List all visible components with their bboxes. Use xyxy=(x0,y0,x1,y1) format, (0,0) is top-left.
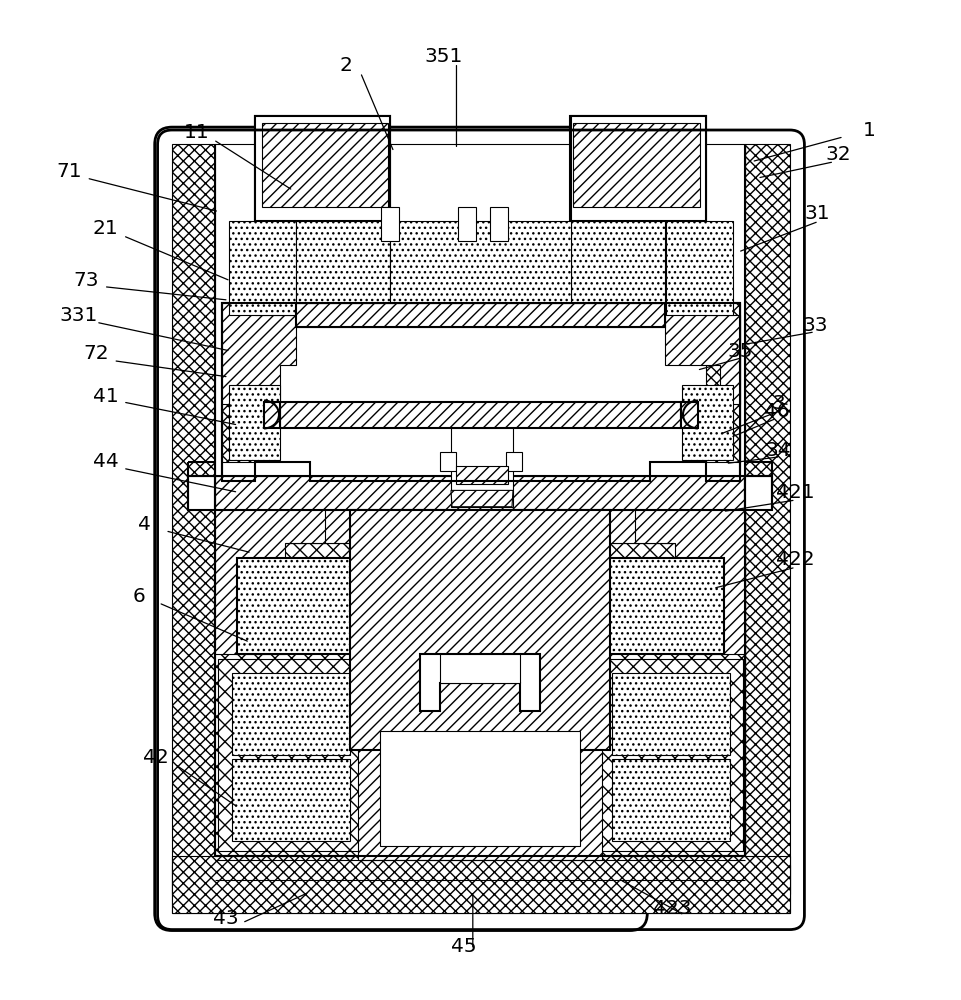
Text: 421: 421 xyxy=(776,483,815,502)
Bar xyxy=(218,659,483,851)
Bar xyxy=(420,543,745,856)
Polygon shape xyxy=(280,402,681,428)
Polygon shape xyxy=(296,303,665,327)
Polygon shape xyxy=(222,303,296,404)
Bar xyxy=(458,207,476,241)
Polygon shape xyxy=(706,303,740,462)
Polygon shape xyxy=(570,116,706,303)
Bar xyxy=(478,659,743,851)
Polygon shape xyxy=(682,385,733,460)
Bar xyxy=(612,759,730,841)
Text: 72: 72 xyxy=(84,344,109,363)
Polygon shape xyxy=(681,402,698,428)
Bar xyxy=(490,207,508,241)
Text: 2: 2 xyxy=(339,56,353,75)
Text: 34: 34 xyxy=(766,441,791,460)
Polygon shape xyxy=(665,303,740,404)
Polygon shape xyxy=(222,303,255,462)
Text: 32: 32 xyxy=(825,145,850,164)
Text: 35: 35 xyxy=(727,342,752,361)
Text: 11: 11 xyxy=(185,123,209,142)
Text: 73: 73 xyxy=(74,271,99,290)
Text: 3: 3 xyxy=(772,394,785,413)
Bar xyxy=(215,543,540,856)
Bar xyxy=(255,116,390,221)
Bar xyxy=(237,558,357,654)
Polygon shape xyxy=(420,654,540,711)
Bar xyxy=(440,452,456,471)
Text: 33: 33 xyxy=(802,316,827,335)
Bar xyxy=(506,452,522,471)
Text: 31: 31 xyxy=(804,204,829,223)
Text: 71: 71 xyxy=(57,162,82,181)
Bar xyxy=(232,759,350,841)
Bar xyxy=(232,673,350,755)
Polygon shape xyxy=(215,476,745,510)
Text: 4: 4 xyxy=(137,515,151,534)
Bar xyxy=(456,466,508,484)
Text: 45: 45 xyxy=(452,937,477,956)
Bar xyxy=(571,116,706,221)
Polygon shape xyxy=(188,476,215,510)
Polygon shape xyxy=(358,711,602,860)
Text: 43: 43 xyxy=(213,909,238,928)
Text: 423: 423 xyxy=(653,899,692,918)
Text: 21: 21 xyxy=(93,219,118,238)
Text: 46: 46 xyxy=(764,402,789,421)
Text: 351: 351 xyxy=(425,47,463,66)
Bar xyxy=(604,558,724,654)
Text: 1: 1 xyxy=(863,121,876,140)
Polygon shape xyxy=(262,123,388,207)
Polygon shape xyxy=(451,490,513,507)
Polygon shape xyxy=(172,865,790,913)
Polygon shape xyxy=(222,303,740,481)
Polygon shape xyxy=(264,402,280,428)
Polygon shape xyxy=(745,476,772,510)
Polygon shape xyxy=(172,144,215,894)
Polygon shape xyxy=(666,221,733,315)
Polygon shape xyxy=(635,510,745,654)
Polygon shape xyxy=(296,221,390,303)
Polygon shape xyxy=(380,731,580,846)
Text: 422: 422 xyxy=(776,550,815,569)
Polygon shape xyxy=(172,856,790,913)
Bar xyxy=(215,144,745,865)
FancyBboxPatch shape xyxy=(155,127,648,931)
Bar xyxy=(451,428,513,507)
Polygon shape xyxy=(215,510,745,543)
Bar xyxy=(381,207,399,241)
Polygon shape xyxy=(229,221,296,315)
Text: 41: 41 xyxy=(93,387,118,406)
Bar xyxy=(350,510,610,750)
Polygon shape xyxy=(745,144,790,894)
Bar xyxy=(440,654,520,683)
Text: 6: 6 xyxy=(133,587,146,606)
Polygon shape xyxy=(571,221,665,303)
Polygon shape xyxy=(229,385,280,460)
Bar xyxy=(612,673,730,755)
Polygon shape xyxy=(255,116,390,303)
Polygon shape xyxy=(215,510,325,654)
Text: 44: 44 xyxy=(93,452,118,471)
Text: 42: 42 xyxy=(143,748,168,767)
Polygon shape xyxy=(390,221,571,303)
Text: 331: 331 xyxy=(60,306,98,325)
Polygon shape xyxy=(573,123,700,207)
